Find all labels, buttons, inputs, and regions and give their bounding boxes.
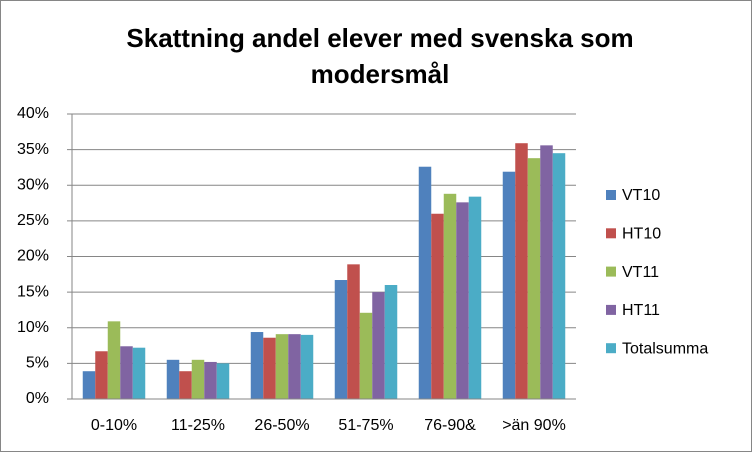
x-tick-label: 76-90& [424, 417, 476, 434]
legend-label: HT10 [622, 226, 661, 243]
bar [552, 153, 566, 399]
y-tick-label: 0% [26, 390, 49, 407]
legend-label: HT11 [622, 302, 660, 319]
legend-label: VT11 [622, 264, 659, 281]
bar [334, 280, 348, 399]
y-tick-label: 10% [17, 319, 49, 336]
legend-label: Totalsumma [622, 340, 708, 357]
bar [527, 158, 541, 399]
chart-title: Skattning andel elever med svenska som m… [126, 23, 634, 89]
bar [191, 359, 205, 399]
bar [502, 171, 516, 399]
bar [132, 347, 146, 399]
legend-label: VT10 [622, 187, 660, 204]
bar [120, 346, 133, 399]
bar [263, 337, 276, 399]
bar [418, 166, 432, 399]
bar [216, 363, 230, 399]
y-tick-label: 25% [17, 212, 49, 229]
x-tick-label: 51-75% [338, 417, 393, 434]
bar [288, 334, 301, 399]
y-tick-label: 35% [17, 141, 49, 158]
bar [443, 193, 457, 399]
bar [250, 332, 264, 399]
bar [82, 371, 96, 399]
y-tick-label: 30% [17, 176, 49, 193]
x-tick-label: 26-50% [254, 417, 309, 434]
bar [384, 285, 398, 399]
bar [540, 145, 553, 399]
bar [515, 143, 528, 399]
y-tick-label: 20% [17, 248, 49, 265]
bar [95, 351, 108, 399]
bar [456, 202, 469, 399]
y-tick-label: 40% [17, 105, 49, 122]
bar [372, 292, 385, 399]
legend-swatch [606, 266, 616, 277]
x-tick-label: >än 90% [502, 417, 566, 434]
bar [107, 321, 121, 399]
bar [347, 264, 360, 399]
x-tick-label: 11-25% [171, 417, 225, 434]
y-tick-label: 5% [26, 355, 49, 372]
bar [166, 359, 180, 399]
bar [179, 371, 192, 399]
bar [204, 361, 217, 399]
bar [431, 213, 444, 399]
bar [300, 334, 314, 399]
legend-swatch [606, 304, 616, 315]
bar [275, 334, 289, 399]
legend-swatch [606, 343, 616, 354]
legend-swatch [606, 190, 616, 200]
bar [468, 196, 482, 399]
y-tick-label: 15% [17, 283, 49, 300]
x-tick-label: 0-10% [91, 417, 137, 434]
bar [359, 312, 373, 399]
legend-swatch [606, 228, 616, 239]
